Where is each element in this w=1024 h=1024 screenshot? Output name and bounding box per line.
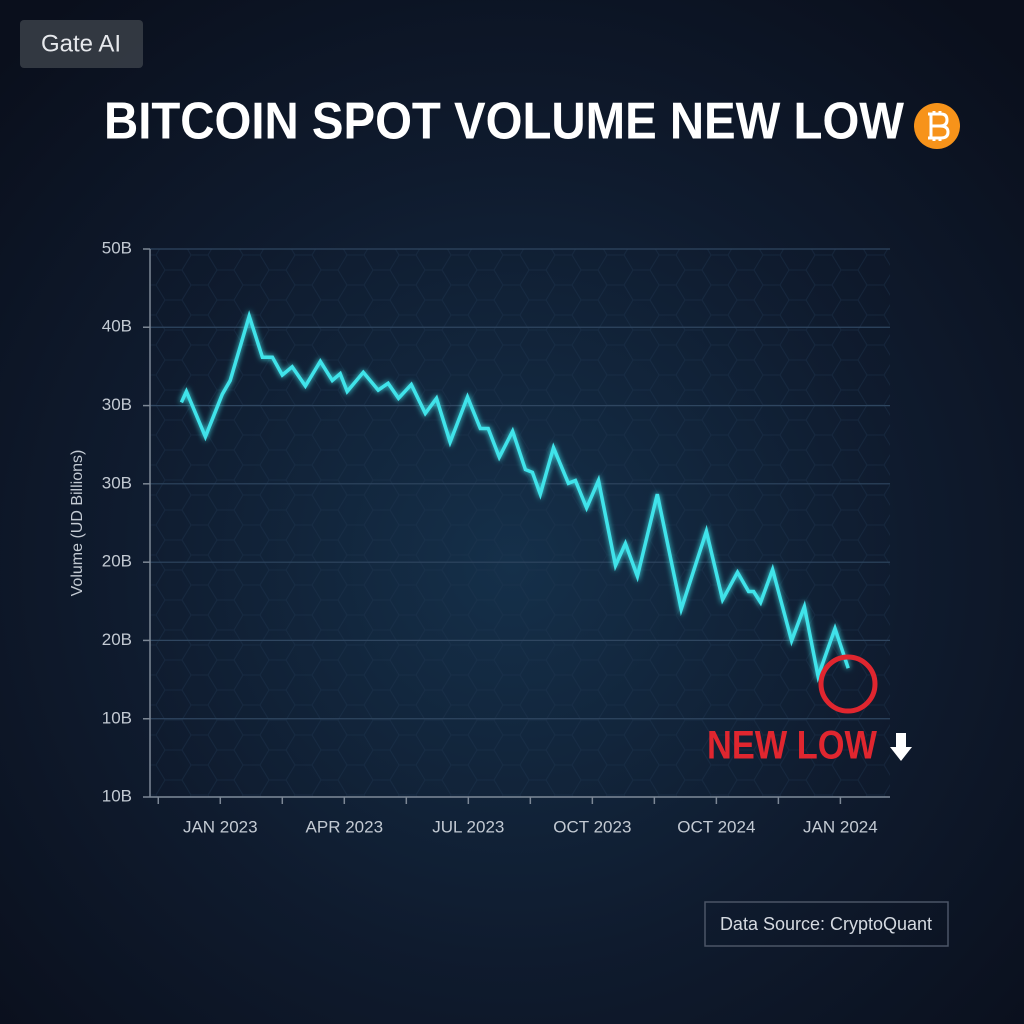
x-tick-label: OCT 2023 — [553, 817, 631, 836]
y-tick-label: 30B — [102, 395, 132, 414]
annotation: NEW LOW — [707, 724, 877, 768]
hex-pattern — [150, 249, 890, 797]
watermark: Gate AI — [41, 30, 121, 57]
new-low-circle — [818, 654, 878, 714]
data-line — [179, 310, 850, 684]
y-tick-label: 40B — [102, 317, 132, 336]
down-arrow — [890, 733, 912, 761]
y-tick-label: 30B — [102, 473, 132, 492]
y-tick-label: 50B — [102, 238, 132, 257]
source: Data Source: CryptoQuant — [720, 914, 932, 934]
bitcoin-icon — [914, 103, 960, 149]
x-tick-label: OCT 2024 — [677, 817, 755, 836]
x-tick-label: JAN 2024 — [803, 817, 878, 836]
source-box — [704, 901, 949, 947]
y-axis-label: Volume (UD Billions) — [69, 450, 86, 597]
y-tick-label: 20B — [102, 630, 132, 649]
x-tick-label: APR 2023 — [306, 817, 384, 836]
x-tick-label: JUL 2023 — [432, 817, 504, 836]
y-tick-label: 10B — [102, 708, 132, 727]
watermark-badge — [20, 20, 143, 68]
chart-title: BITCOIN SPOT VOLUME NEW LOW — [104, 93, 905, 151]
y-tick-label: 20B — [102, 552, 132, 571]
y-tick-label: 10B — [102, 786, 132, 805]
x-tick-label: JAN 2023 — [183, 817, 258, 836]
